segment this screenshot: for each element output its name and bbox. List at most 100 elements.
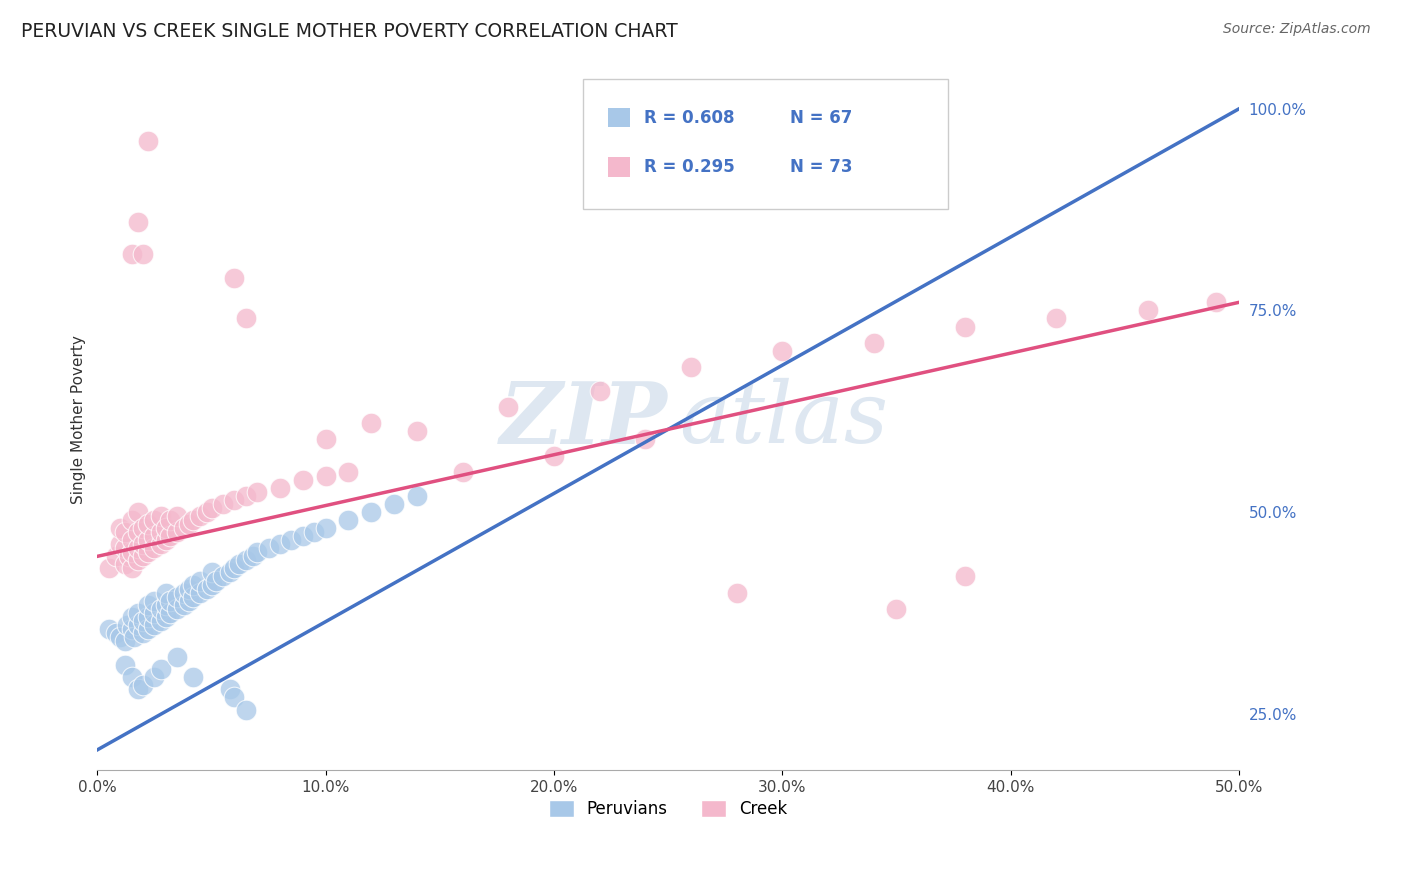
Point <box>132 247 155 261</box>
Point <box>200 566 222 580</box>
Point <box>136 517 159 532</box>
Y-axis label: Single Mother Poverty: Single Mother Poverty <box>72 334 86 504</box>
Point <box>181 590 204 604</box>
Point <box>166 590 188 604</box>
Point <box>132 626 155 640</box>
Point <box>132 521 155 535</box>
Point <box>291 473 314 487</box>
Point <box>195 505 218 519</box>
Point <box>177 517 200 532</box>
Point <box>269 481 291 495</box>
Point <box>218 566 240 580</box>
Point <box>114 558 136 572</box>
Point <box>136 622 159 636</box>
Point <box>132 614 155 628</box>
Point <box>269 537 291 551</box>
Point <box>150 601 173 615</box>
Point <box>121 545 143 559</box>
Bar <box>607 108 630 128</box>
Point <box>224 492 246 507</box>
Point <box>224 690 246 705</box>
Point <box>150 508 173 523</box>
Point <box>360 417 382 431</box>
Point <box>953 569 976 583</box>
Point <box>132 549 155 564</box>
Point <box>121 609 143 624</box>
Point <box>108 521 131 535</box>
Point <box>173 598 195 612</box>
Point <box>127 606 149 620</box>
Point <box>132 678 155 692</box>
Point <box>246 484 269 499</box>
Point <box>127 618 149 632</box>
Point <box>155 521 177 535</box>
Text: Source: ZipAtlas.com: Source: ZipAtlas.com <box>1223 22 1371 37</box>
Point <box>97 622 120 636</box>
Point <box>235 702 257 716</box>
Point <box>143 670 166 684</box>
Point <box>188 574 211 588</box>
Point <box>382 497 405 511</box>
Point <box>136 545 159 559</box>
Point <box>205 574 228 588</box>
Point <box>166 601 188 615</box>
Point <box>188 585 211 599</box>
Point <box>173 521 195 535</box>
Point <box>886 601 908 615</box>
Point <box>235 489 257 503</box>
Point <box>127 541 149 556</box>
Point <box>862 335 884 350</box>
Text: N = 73: N = 73 <box>790 158 852 176</box>
Point <box>173 585 195 599</box>
Point <box>634 433 657 447</box>
Point <box>127 215 149 229</box>
Point <box>360 505 382 519</box>
Point <box>235 553 257 567</box>
Point <box>1045 311 1067 326</box>
Point <box>97 561 120 575</box>
Point <box>315 433 337 447</box>
Point <box>181 513 204 527</box>
Point <box>212 569 235 583</box>
Point <box>181 577 204 591</box>
Point <box>150 662 173 676</box>
Point <box>725 585 748 599</box>
Point <box>181 670 204 684</box>
Point <box>159 529 181 543</box>
Point <box>188 508 211 523</box>
Point <box>242 549 264 564</box>
Point <box>235 311 257 326</box>
Point <box>121 561 143 575</box>
Point <box>127 553 149 567</box>
Point <box>121 670 143 684</box>
Point <box>114 658 136 673</box>
Point <box>114 525 136 540</box>
Point <box>143 618 166 632</box>
Point <box>118 549 141 564</box>
Point <box>246 545 269 559</box>
Point <box>155 598 177 612</box>
Point <box>1136 303 1159 318</box>
Point <box>155 585 177 599</box>
Point <box>315 468 337 483</box>
Point <box>195 582 218 596</box>
Point <box>200 577 222 591</box>
Point <box>159 593 181 607</box>
Point <box>143 541 166 556</box>
Point <box>212 497 235 511</box>
Point <box>121 533 143 548</box>
Point <box>337 513 360 527</box>
Point <box>115 618 138 632</box>
Point <box>136 598 159 612</box>
Point <box>304 525 326 540</box>
Point <box>166 525 188 540</box>
Point <box>451 465 474 479</box>
FancyBboxPatch shape <box>582 79 948 209</box>
Point <box>177 582 200 596</box>
Point <box>108 537 131 551</box>
Point <box>1205 295 1227 310</box>
Point <box>143 593 166 607</box>
Point <box>104 626 127 640</box>
Point <box>257 541 280 556</box>
Point <box>291 529 314 543</box>
